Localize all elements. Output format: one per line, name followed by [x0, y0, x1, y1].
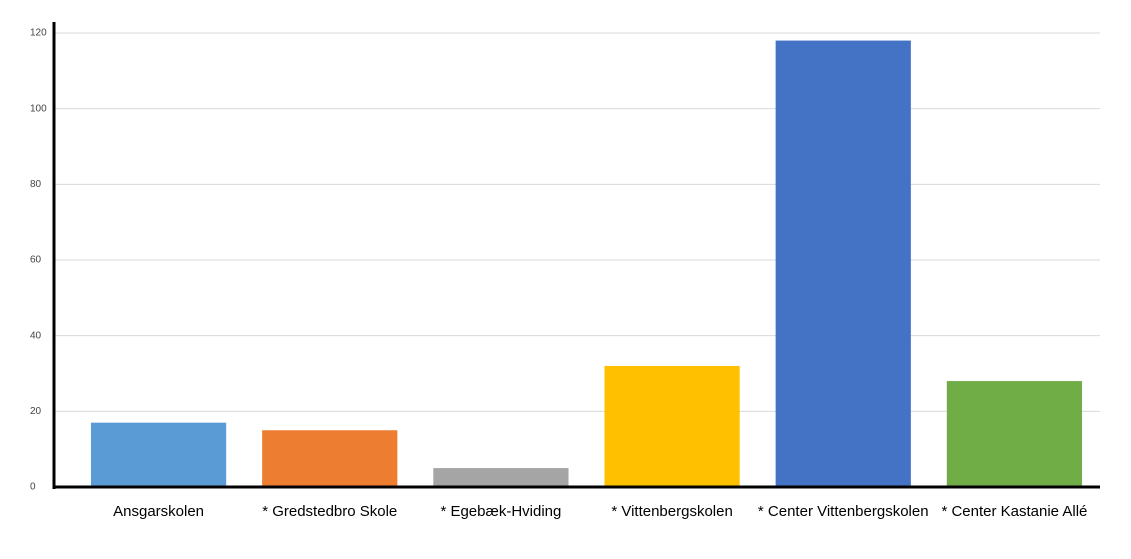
y-tick-label: 120	[30, 28, 47, 39]
x-tick-label: * Gredstedbro Skole	[262, 503, 397, 520]
bar	[433, 468, 569, 487]
x-tick-label: * Center Vittenbergskolen	[758, 503, 929, 520]
bar	[604, 365, 740, 487]
x-tick-label: * Egebæk-Hviding	[440, 503, 561, 520]
bar	[775, 40, 911, 488]
y-tick-label: 80	[30, 179, 42, 190]
y-tick-label: 0	[30, 482, 36, 493]
y-tick-label: 60	[30, 255, 42, 266]
bar	[262, 430, 398, 487]
y-tick-label: 20	[30, 406, 42, 417]
bar	[90, 422, 227, 487]
x-tick-label: * Center Kastanie Allé	[941, 503, 1087, 520]
bar	[946, 381, 1083, 487]
y-tick-label: 40	[30, 330, 42, 341]
x-tick-label: * Vittenbergskolen	[611, 503, 732, 520]
x-tick-label: Ansgarskolen	[113, 503, 204, 520]
y-tick-label: 100	[30, 103, 47, 114]
